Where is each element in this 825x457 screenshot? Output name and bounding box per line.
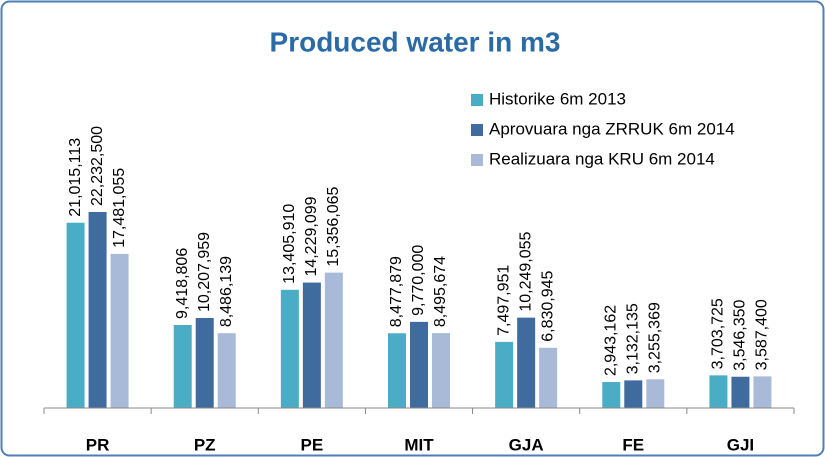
legend-label: Historike 6m 2013 xyxy=(489,89,626,108)
bar xyxy=(324,272,343,408)
x-tick-label: MIT xyxy=(404,435,434,454)
data-label: 9,770,000 xyxy=(410,245,427,316)
bar xyxy=(302,282,321,408)
bar xyxy=(388,333,406,408)
data-label: 15,356,065 xyxy=(325,186,342,266)
bar xyxy=(731,376,750,408)
data-label: 22,232,500 xyxy=(89,126,106,206)
x-tick-label: FE xyxy=(622,435,644,454)
bar xyxy=(646,379,665,408)
bar xyxy=(66,222,85,408)
x-tick-label: PR xyxy=(86,435,110,454)
data-label: 17,481,055 xyxy=(111,168,128,248)
data-label: 3,587,400 xyxy=(754,299,771,370)
legend-swatch xyxy=(471,124,483,136)
legend-label: Realizuara nga KRU 6m 2014 xyxy=(489,149,715,168)
data-label: 8,495,674 xyxy=(432,256,449,327)
data-label: 13,405,910 xyxy=(281,204,298,284)
data-label: 6,830,945 xyxy=(539,270,556,341)
bar xyxy=(602,382,621,408)
data-label: 3,546,350 xyxy=(732,299,749,370)
bar xyxy=(280,289,299,408)
data-label: 7,497,951 xyxy=(495,265,512,336)
x-tick-label: GJA xyxy=(509,435,544,454)
data-label: 21,015,113 xyxy=(67,138,84,217)
data-label: 9,418,806 xyxy=(174,248,191,319)
bar xyxy=(624,380,643,408)
data-label: 8,477,879 xyxy=(388,256,405,327)
data-label: 2,943,162 xyxy=(603,305,620,376)
data-label: 3,132,135 xyxy=(625,303,642,374)
x-tick-label: PZ xyxy=(194,435,216,454)
bar xyxy=(88,212,107,408)
legend-swatch xyxy=(471,94,483,106)
bar xyxy=(517,317,536,408)
bar xyxy=(495,341,514,408)
bar xyxy=(410,321,428,408)
chart-title: Produced water in m3 xyxy=(270,26,561,57)
data-label: 8,486,139 xyxy=(218,256,235,327)
data-label: 10,249,055 xyxy=(517,231,534,311)
data-label: 10,207,959 xyxy=(196,232,213,312)
x-tick-label: PE xyxy=(301,435,324,454)
data-label: 3,255,369 xyxy=(647,302,664,373)
legend-label: Aprovuara nga ZRRUK 6m 2014 xyxy=(489,119,735,138)
bar xyxy=(709,375,728,408)
bar xyxy=(539,347,558,408)
bar xyxy=(110,253,129,408)
bar xyxy=(195,318,214,408)
legend-swatch xyxy=(471,154,483,166)
x-tick-label: GJI xyxy=(727,435,754,454)
bar xyxy=(217,333,236,408)
data-label: 14,229,099 xyxy=(303,196,320,276)
bar xyxy=(753,376,772,408)
data-label: 3,703,725 xyxy=(710,298,727,369)
bar xyxy=(173,324,192,408)
bar xyxy=(432,333,450,408)
